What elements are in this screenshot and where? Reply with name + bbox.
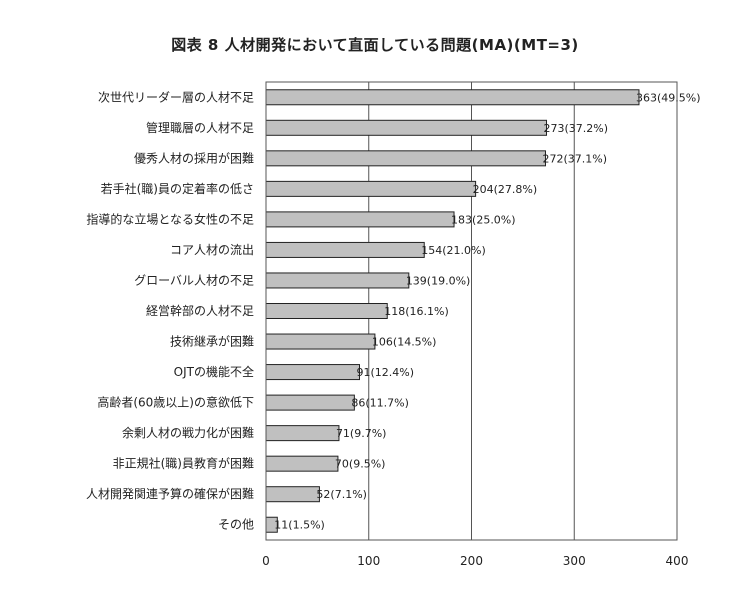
- category-label: 経営幹部の人材不足: [146, 303, 254, 318]
- category-label: 技術継承が困難: [170, 334, 254, 349]
- bar-2: [265, 150, 546, 167]
- value-label: 11(1.5%): [274, 519, 325, 532]
- bar-9: [265, 364, 361, 381]
- x-tick-label: 300: [563, 554, 586, 568]
- value-label: 154(21.0%): [421, 244, 486, 257]
- bar-13: [265, 486, 320, 503]
- labels: 0 100 200 300 400 次世代リーダー層の人材不足 363(49.5%) 管理職層…: [86, 89, 701, 568]
- bar-10: [265, 394, 355, 411]
- bar-4: [265, 211, 455, 228]
- value-label: 91(12.4%): [357, 366, 415, 379]
- category-label: 若手社(職)員の定着率の低さ: [101, 181, 254, 196]
- bar-11: [265, 425, 340, 442]
- value-label: 272(37.1%): [542, 152, 607, 165]
- value-label: 139(19.0%): [406, 274, 471, 287]
- category-label: 指導的な立場となる女性の不足: [86, 211, 254, 226]
- chart-title: 図表 8 人材開発において直面している問題(MA)(MT=3): [171, 36, 579, 54]
- bar-0: [265, 89, 640, 106]
- category-label: その他: [218, 518, 254, 532]
- plot-frame: [265, 81, 678, 541]
- category-label: OJTの機能不全: [174, 364, 254, 379]
- value-label: 363(49.5%): [636, 91, 701, 104]
- bar-1: [265, 119, 548, 136]
- category-label: 優秀人材の採用が困難: [134, 150, 254, 165]
- category-label: コア人材の流出: [170, 243, 254, 257]
- bar-6: [265, 272, 410, 289]
- bar-8: [265, 333, 376, 350]
- x-tick-label: 100: [357, 554, 380, 568]
- category-label: 非正規社(職)員教育が困難: [113, 456, 254, 471]
- category-label: 人材開発関連予算の確保が困難: [86, 486, 254, 501]
- x-tick-label: 200: [460, 554, 483, 568]
- value-label: 86(11.7%): [351, 397, 409, 410]
- value-label: 71(9.7%): [336, 427, 387, 440]
- x-tick-label: 0: [262, 554, 270, 568]
- category-label: 次世代リーダー層の人材不足: [98, 89, 254, 104]
- bar-12: [265, 455, 339, 472]
- axes: [265, 81, 678, 541]
- bar-3: [265, 180, 477, 197]
- category-label: 管理職層の人材不足: [146, 120, 254, 135]
- value-label: 273(37.2%): [544, 122, 609, 135]
- bar-5: [265, 241, 425, 258]
- value-label: 106(14.5%): [372, 336, 437, 349]
- value-label: 52(7.1%): [316, 488, 367, 501]
- value-label: 70(9.5%): [335, 458, 386, 471]
- value-label: 204(27.8%): [473, 183, 538, 196]
- category-label: 余剰人材の戦力化が困難: [122, 425, 254, 440]
- category-label: 高齢者(60歳以上)の意欲低下: [97, 395, 254, 410]
- value-label: 118(16.1%): [384, 305, 449, 318]
- bar-7: [265, 303, 388, 319]
- x-tick-label: 400: [666, 554, 689, 568]
- category-label: グローバル人材の不足: [134, 273, 254, 287]
- value-label: 183(25.0%): [451, 213, 516, 226]
